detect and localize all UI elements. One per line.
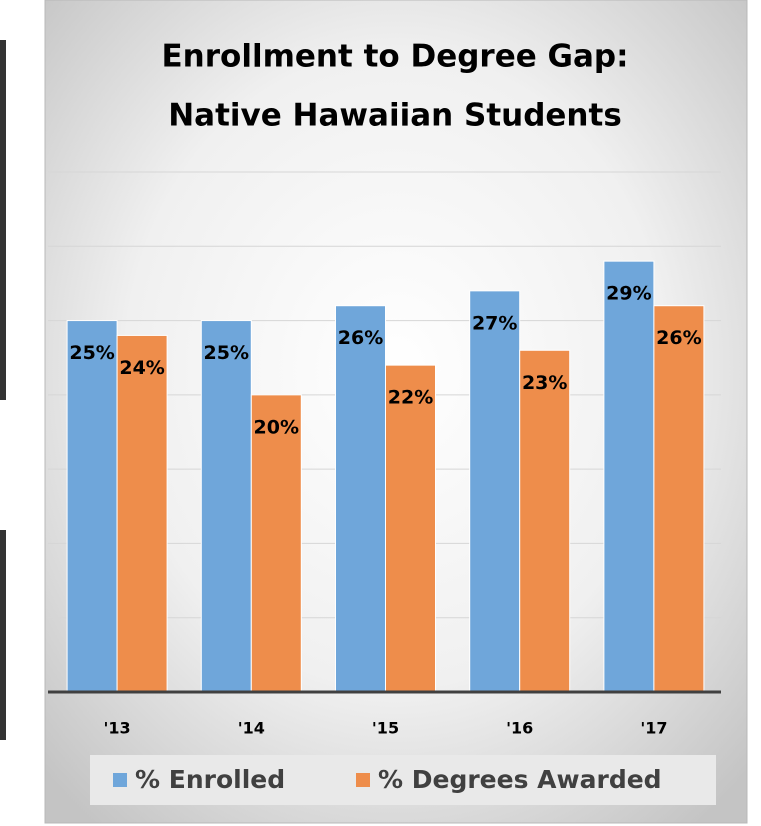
data-label: 20% [254, 416, 299, 438]
data-label: 26% [338, 327, 383, 349]
chart-title: Native Hawaiian Students [168, 98, 622, 134]
x-tick-label: '14 [238, 719, 265, 738]
data-label: 29% [606, 283, 651, 305]
data-label: 25% [204, 342, 249, 364]
edge-line [0, 530, 6, 740]
bar [469, 290, 521, 693]
data-label: 26% [656, 327, 701, 349]
legend-label: % Enrolled [135, 765, 285, 794]
legend-swatch [113, 773, 127, 787]
bar [335, 305, 386, 693]
data-label: 23% [522, 372, 567, 394]
data-label: 27% [472, 312, 517, 334]
bar [603, 260, 655, 693]
x-tick-label: '13 [104, 719, 131, 738]
x-tick-label: '15 [372, 719, 399, 738]
bar [653, 305, 705, 693]
bar [66, 320, 118, 693]
bar [250, 394, 302, 693]
bar [200, 320, 252, 693]
chart-title: Enrollment to Degree Gap: [161, 39, 628, 75]
legend-swatch [356, 773, 370, 787]
legend-box [90, 755, 716, 805]
bar [385, 364, 436, 693]
x-tick-label: '17 [640, 719, 667, 738]
data-label: 25% [69, 342, 114, 364]
legend-label: % Degrees Awarded [378, 765, 662, 794]
bar [519, 349, 571, 693]
x-tick-label: '16 [506, 719, 533, 738]
data-label: 22% [388, 387, 433, 409]
data-label: 24% [119, 357, 164, 379]
bar [116, 334, 168, 693]
edge-line [0, 40, 6, 400]
